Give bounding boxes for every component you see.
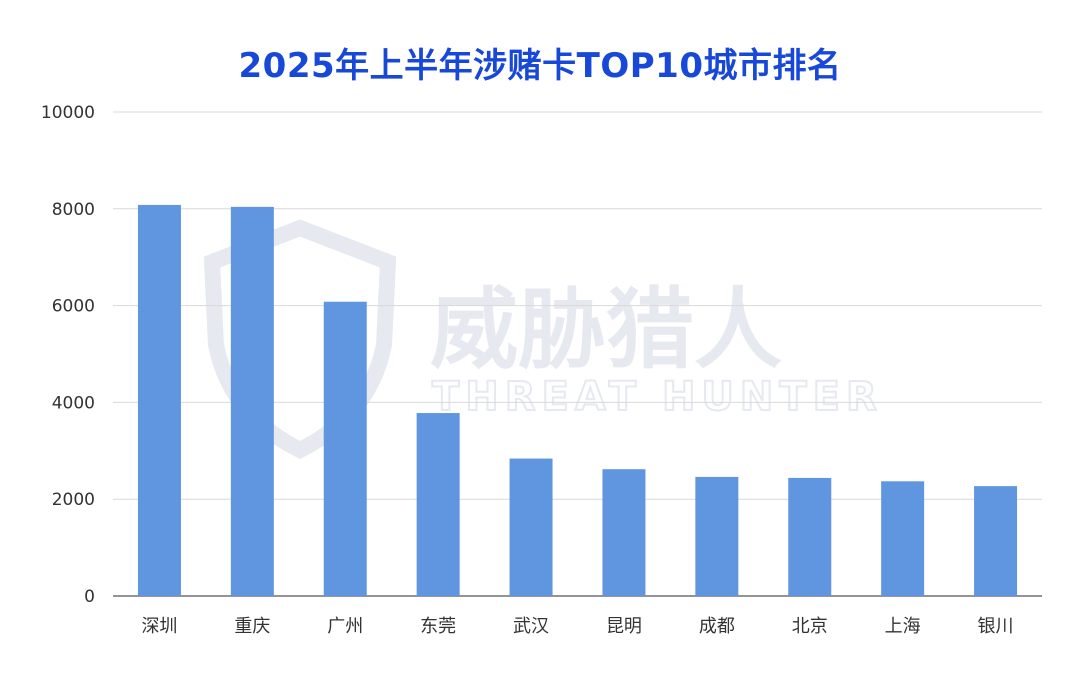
watermark-cn-text: 威胁猎人 bbox=[430, 278, 782, 381]
x-tick-label: 上海 bbox=[885, 616, 921, 637]
x-tick-label: 昆明 bbox=[606, 616, 642, 637]
bar bbox=[788, 477, 832, 596]
chart-title: 2025年上半年涉赌卡TOP10城市排名 bbox=[238, 46, 842, 86]
bar bbox=[881, 481, 925, 596]
x-tick-label: 北京 bbox=[792, 616, 828, 637]
x-tick-label: 银川 bbox=[978, 616, 1014, 637]
x-tick-label: 广州 bbox=[327, 616, 363, 637]
x-tick-label: 东莞 bbox=[420, 616, 456, 637]
watermark: 威胁猎人 THREAT HUNTER bbox=[203, 219, 883, 459]
x-axis: 深圳 重庆 广州 东莞 武汉 昆明 成都 北京 上海 银川 bbox=[141, 616, 1013, 637]
bar bbox=[416, 413, 460, 596]
shield-logo-icon bbox=[203, 219, 397, 459]
watermark-en-text: THREAT HUNTER bbox=[432, 374, 883, 420]
bar bbox=[602, 469, 646, 596]
bars bbox=[137, 204, 1018, 597]
y-axis: 0 2000 4000 6000 8000 10000 bbox=[41, 103, 95, 607]
y-tick-label: 8000 bbox=[52, 200, 95, 220]
bar bbox=[137, 204, 181, 597]
x-tick-label: 成都 bbox=[699, 616, 735, 637]
y-tick-label: 2000 bbox=[52, 490, 95, 510]
bar bbox=[230, 206, 274, 596]
x-tick-label: 重庆 bbox=[234, 616, 270, 637]
bar bbox=[695, 476, 739, 596]
y-tick-label: 10000 bbox=[41, 103, 95, 123]
bar bbox=[974, 486, 1018, 596]
y-tick-label: 4000 bbox=[52, 393, 95, 413]
y-tick-label: 0 bbox=[84, 587, 95, 607]
x-tick-label: 武汉 bbox=[513, 616, 549, 637]
y-tick-label: 6000 bbox=[52, 297, 95, 317]
bar bbox=[509, 458, 553, 596]
x-tick-label: 深圳 bbox=[141, 616, 177, 637]
bar bbox=[323, 301, 367, 596]
